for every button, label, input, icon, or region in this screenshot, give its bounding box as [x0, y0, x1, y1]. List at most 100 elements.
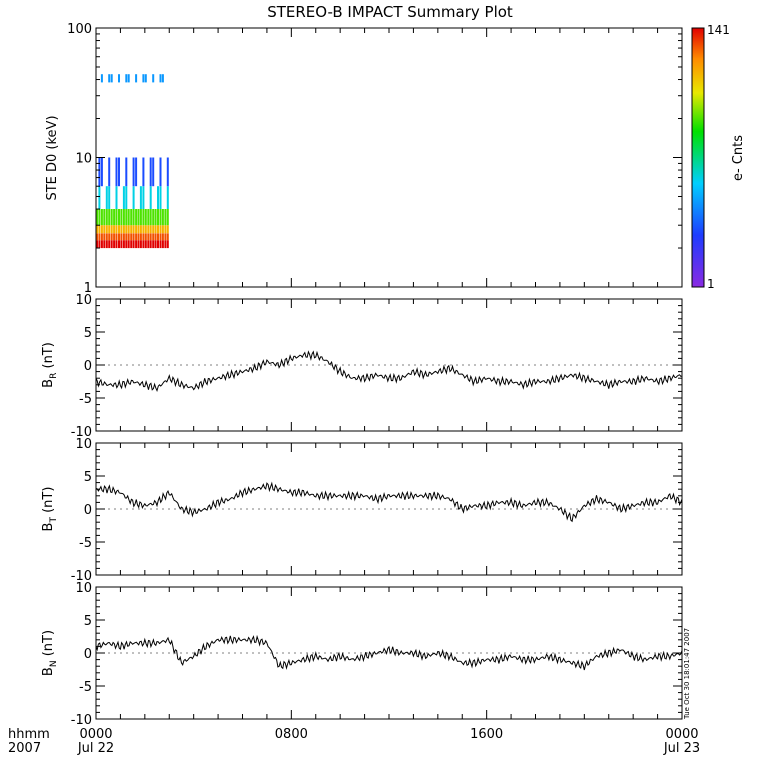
spectrogram-cell — [161, 74, 164, 83]
spectrogram-cell — [161, 209, 164, 226]
spectrogram-cell — [135, 157, 138, 187]
spectrogram-cell — [135, 209, 138, 226]
spectrogram-cell — [144, 74, 147, 83]
spectrogram-cell — [130, 240, 133, 249]
spectrogram-y-ticks: 1 10 100 — [67, 22, 682, 296]
x-date-label: Jul 22 — [77, 741, 114, 756]
spectrogram-cell — [118, 74, 120, 83]
spectrogram-cell — [127, 209, 130, 226]
spectrogram-cell — [154, 209, 157, 226]
spectrogram-cell — [142, 209, 145, 226]
time-axis-label-year: 2007 — [8, 741, 41, 756]
spectrogram-cell — [127, 74, 130, 83]
spectrogram-cell — [142, 225, 145, 234]
spectrogram-cell — [159, 233, 162, 241]
bt-series-line — [95, 481, 683, 523]
spectrogram-cell — [161, 225, 164, 234]
spectrogram-cell — [142, 186, 145, 209]
spectrogram-cell — [127, 240, 130, 249]
spectrogram-cell — [159, 157, 162, 187]
spectrogram-cell — [137, 225, 140, 234]
spectrogram-cell — [144, 209, 147, 226]
spectrogram-cell — [108, 225, 111, 234]
spectrogram-cell — [159, 209, 162, 226]
spectrogram-cell — [166, 209, 169, 226]
bt-panel: 10 5 0 -5 -10 BT (nT) — [41, 437, 683, 584]
spectrogram-cell — [108, 209, 111, 226]
spectrogram-cell — [120, 233, 123, 241]
spectrogram-cell — [164, 240, 167, 249]
spectrogram-cell — [144, 233, 147, 241]
spectrogram-cell — [130, 233, 133, 241]
spectrogram-cell — [159, 74, 162, 83]
colorbar — [691, 27, 705, 288]
spectrogram-cell — [110, 240, 113, 249]
bn-panel: 10 5 0 -5 -10 BN (nT) Tue Oct 30 18:01:47 20… — [41, 581, 691, 728]
spectrogram-cell — [125, 74, 128, 83]
spectrogram-cell — [152, 233, 155, 241]
spectrogram-cell — [105, 240, 108, 249]
spectrogram-cell — [100, 209, 103, 226]
spectrogram-cell — [113, 225, 116, 234]
spectrogram-tick-label: 10 — [75, 152, 92, 167]
bt-tick-label: -5 — [79, 536, 92, 551]
x-tick-label: 0000 — [665, 727, 698, 742]
br-panel: 10 5 0 -5 -10 BR (nT) — [41, 293, 683, 440]
spectrogram-cell — [164, 233, 167, 241]
x-date-label: Jul 23 — [663, 741, 700, 756]
spectrogram-cell — [122, 209, 125, 226]
br-y-ticks: 10 5 0 -5 -10 — [71, 293, 682, 440]
spectrogram-cell — [166, 240, 169, 249]
bn-series-line — [95, 634, 683, 671]
spectrogram-cell — [115, 233, 118, 241]
spectrogram-cell — [122, 233, 125, 241]
spectrogram-cell — [135, 225, 138, 234]
spectrogram-cell — [135, 74, 138, 83]
spectrogram-cell — [152, 74, 155, 83]
spectrogram-cell — [147, 225, 150, 234]
spectrogram-cell — [118, 233, 120, 241]
spectrogram-cell — [166, 233, 169, 241]
spectrogram-cell — [149, 240, 152, 249]
br-tick-label: -10 — [71, 425, 92, 440]
spectrogram-cell — [164, 209, 167, 226]
bt-tick-label: 10 — [75, 437, 92, 452]
spectrogram-cell — [100, 225, 103, 234]
spectrogram-cell — [118, 240, 120, 249]
spectrogram-cell — [149, 157, 152, 187]
spectrogram-cell — [137, 209, 140, 226]
bt-tick-label: 5 — [84, 470, 92, 485]
spectrogram-cell — [115, 240, 118, 249]
spectrogram-cell — [108, 157, 111, 187]
spectrogram-cell — [152, 225, 155, 234]
timestamp-note: Tue Oct 30 18:01:47 2007 — [683, 628, 691, 720]
spectrogram-cells — [96, 74, 169, 249]
time-axis-label-hhmm: hhmm — [8, 727, 50, 742]
spectrogram-cell — [105, 225, 108, 234]
spectrogram-cell — [113, 233, 116, 241]
spectrogram-cell — [127, 225, 130, 234]
spectrogram-cell — [96, 209, 98, 226]
spectrogram-cell — [144, 240, 147, 249]
bn-y-ticks: 10 5 0 -5 -10 — [71, 581, 682, 728]
spectrogram-cell — [132, 209, 135, 226]
br-ylabel: BR (nT) — [41, 342, 59, 388]
spectrogram-cell — [105, 209, 108, 226]
spectrogram-cell — [100, 157, 103, 187]
spectrogram-cell — [110, 225, 113, 234]
spectrogram-cell — [149, 233, 152, 241]
spectrogram-cell — [149, 225, 152, 234]
x-tick-label: 0800 — [275, 727, 308, 742]
spectrogram-cell — [137, 233, 140, 241]
spectrogram-cell — [127, 233, 130, 241]
spectrogram-cell — [118, 209, 120, 226]
spectrogram-cell — [157, 233, 159, 241]
spectrogram-cell — [113, 240, 116, 249]
spectrogram-cell — [96, 225, 98, 234]
bn-tick-label: -10 — [71, 713, 92, 728]
spectrogram-cell — [166, 186, 169, 209]
spectrogram-cell — [100, 233, 103, 241]
spectrogram-cell — [118, 157, 120, 187]
spectrogram-cell — [159, 186, 162, 209]
spectrogram-cell — [96, 233, 98, 241]
